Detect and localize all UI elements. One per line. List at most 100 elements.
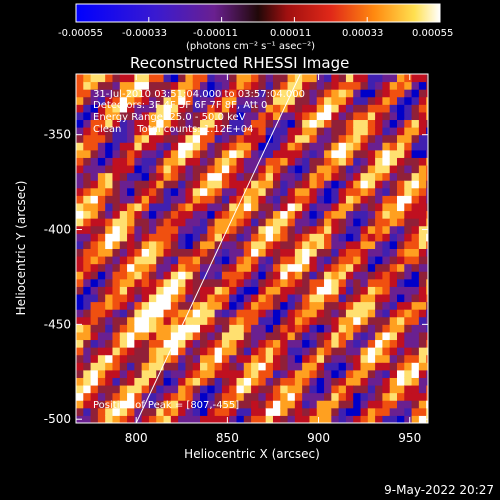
- heatmap-cell: [353, 127, 362, 136]
- heatmap-cell: [272, 294, 281, 303]
- heatmap-cell: [294, 165, 303, 174]
- heatmap-cell: [287, 263, 296, 272]
- heatmap-cell: [243, 202, 252, 212]
- heatmap-cell: [207, 331, 216, 341]
- heatmap-cell: [345, 218, 354, 227]
- heatmap-cell: [411, 180, 420, 189]
- heatmap-cell: [353, 157, 362, 166]
- heatmap-cell: [214, 415, 223, 423]
- heatmap-cell: [105, 324, 113, 333]
- heatmap-cell: [389, 104, 398, 113]
- heatmap-cell: [404, 218, 413, 227]
- heatmap-cell: [353, 134, 362, 143]
- heatmap-cell: [360, 286, 369, 295]
- heatmap-cell: [382, 339, 391, 348]
- heatmap-cell: [411, 294, 420, 303]
- heatmap-cell: [192, 127, 201, 136]
- heatmap-cell: [229, 301, 237, 310]
- heatmap-cell: [265, 74, 274, 83]
- heatmap-cell: [127, 89, 135, 98]
- heatmap-cell: [83, 309, 92, 318]
- heatmap-cell: [272, 210, 281, 219]
- heatmap-cell: [229, 165, 237, 174]
- heatmap-cell: [251, 240, 259, 249]
- heatmap-cell: [404, 263, 413, 272]
- heatmap-cell: [83, 233, 92, 242]
- heatmap-cell: [309, 233, 318, 242]
- heatmap-cell: [127, 127, 135, 136]
- heatmap-cell: [192, 195, 201, 204]
- heatmap-cell: [214, 400, 223, 409]
- heatmap-cell: [207, 263, 216, 272]
- heatmap-cell: [119, 248, 128, 257]
- heatmap-cell: [76, 142, 84, 151]
- heatmap-cell: [331, 104, 340, 113]
- heatmap-cell: [163, 180, 172, 189]
- heatmap-cell: [382, 392, 391, 401]
- heatmap-cell: [156, 271, 165, 280]
- heatmap-cell: [127, 202, 135, 212]
- heatmap-cell: [382, 400, 391, 409]
- heatmap-cell: [214, 339, 223, 348]
- heatmap-cell: [316, 210, 325, 219]
- heatmap-cell: [97, 294, 106, 303]
- heatmap-cell: [83, 324, 92, 333]
- heatmap-cell: [272, 354, 281, 363]
- heatmap-cell: [367, 157, 376, 166]
- heatmap-cell: [170, 233, 179, 242]
- heatmap-cell: [389, 385, 398, 394]
- heatmap-cell: [280, 89, 289, 98]
- heatmap-cell: [251, 286, 259, 295]
- heatmap-cell: [404, 172, 413, 181]
- heatmap-cell: [76, 294, 84, 303]
- heatmap-cell: [236, 316, 245, 325]
- heatmap-cell: [338, 309, 347, 318]
- heatmap-cell: [214, 377, 223, 386]
- heatmap-cell: [200, 240, 208, 249]
- heatmap-cell: [97, 271, 106, 280]
- heatmap-cell: [302, 172, 310, 181]
- heatmap-cell: [76, 127, 84, 136]
- heatmap-cell: [163, 248, 172, 257]
- heatmap-cell: [375, 400, 383, 409]
- heatmap-cell: [389, 157, 398, 166]
- heatmap-cell: [316, 195, 325, 204]
- heatmap-cell: [112, 195, 121, 204]
- heatmap-cell: [236, 354, 245, 363]
- heatmap-cell: [185, 407, 194, 416]
- heatmap-cell: [207, 377, 216, 386]
- heatmap-cell: [302, 278, 310, 287]
- heatmap-cell: [396, 400, 405, 409]
- heatmap-cell: [127, 195, 135, 204]
- heatmap-cell: [119, 309, 128, 318]
- heatmap-cell: [375, 286, 383, 295]
- heatmap-cell: [316, 331, 325, 341]
- colorbar-ticks: [75, 17, 441, 22]
- heatmap-cell: [156, 354, 165, 363]
- heatmap-cell: [243, 187, 252, 196]
- axis-ticks: [76, 74, 428, 423]
- heatmap-cell: [192, 286, 201, 295]
- heatmap-cell: [353, 271, 362, 280]
- heatmap-cell: [353, 354, 362, 363]
- heatmap-cell: [302, 385, 310, 394]
- heatmap-cell: [404, 81, 413, 90]
- heatmap-cell: [90, 248, 99, 257]
- heatmap-cell: [309, 377, 318, 386]
- heatmap-cell: [324, 149, 332, 158]
- heatmap-cell: [280, 415, 289, 423]
- heatmap-cell: [76, 248, 84, 257]
- heatmap-cell: [163, 157, 172, 166]
- heatmap-cell: [331, 377, 340, 386]
- heatmap-cell: [302, 89, 310, 98]
- heatmap-cell: [192, 369, 201, 378]
- heatmap-cell: [294, 240, 303, 249]
- heatmap-cell: [141, 309, 150, 318]
- heatmap-cell: [367, 172, 376, 181]
- heatmap-cell: [200, 309, 208, 318]
- heatmap-cell: [426, 187, 428, 196]
- heatmap-cell: [119, 347, 128, 356]
- heatmap-cell: [200, 354, 208, 363]
- heatmap-cell: [236, 415, 245, 423]
- heatmap-cell: [200, 142, 208, 151]
